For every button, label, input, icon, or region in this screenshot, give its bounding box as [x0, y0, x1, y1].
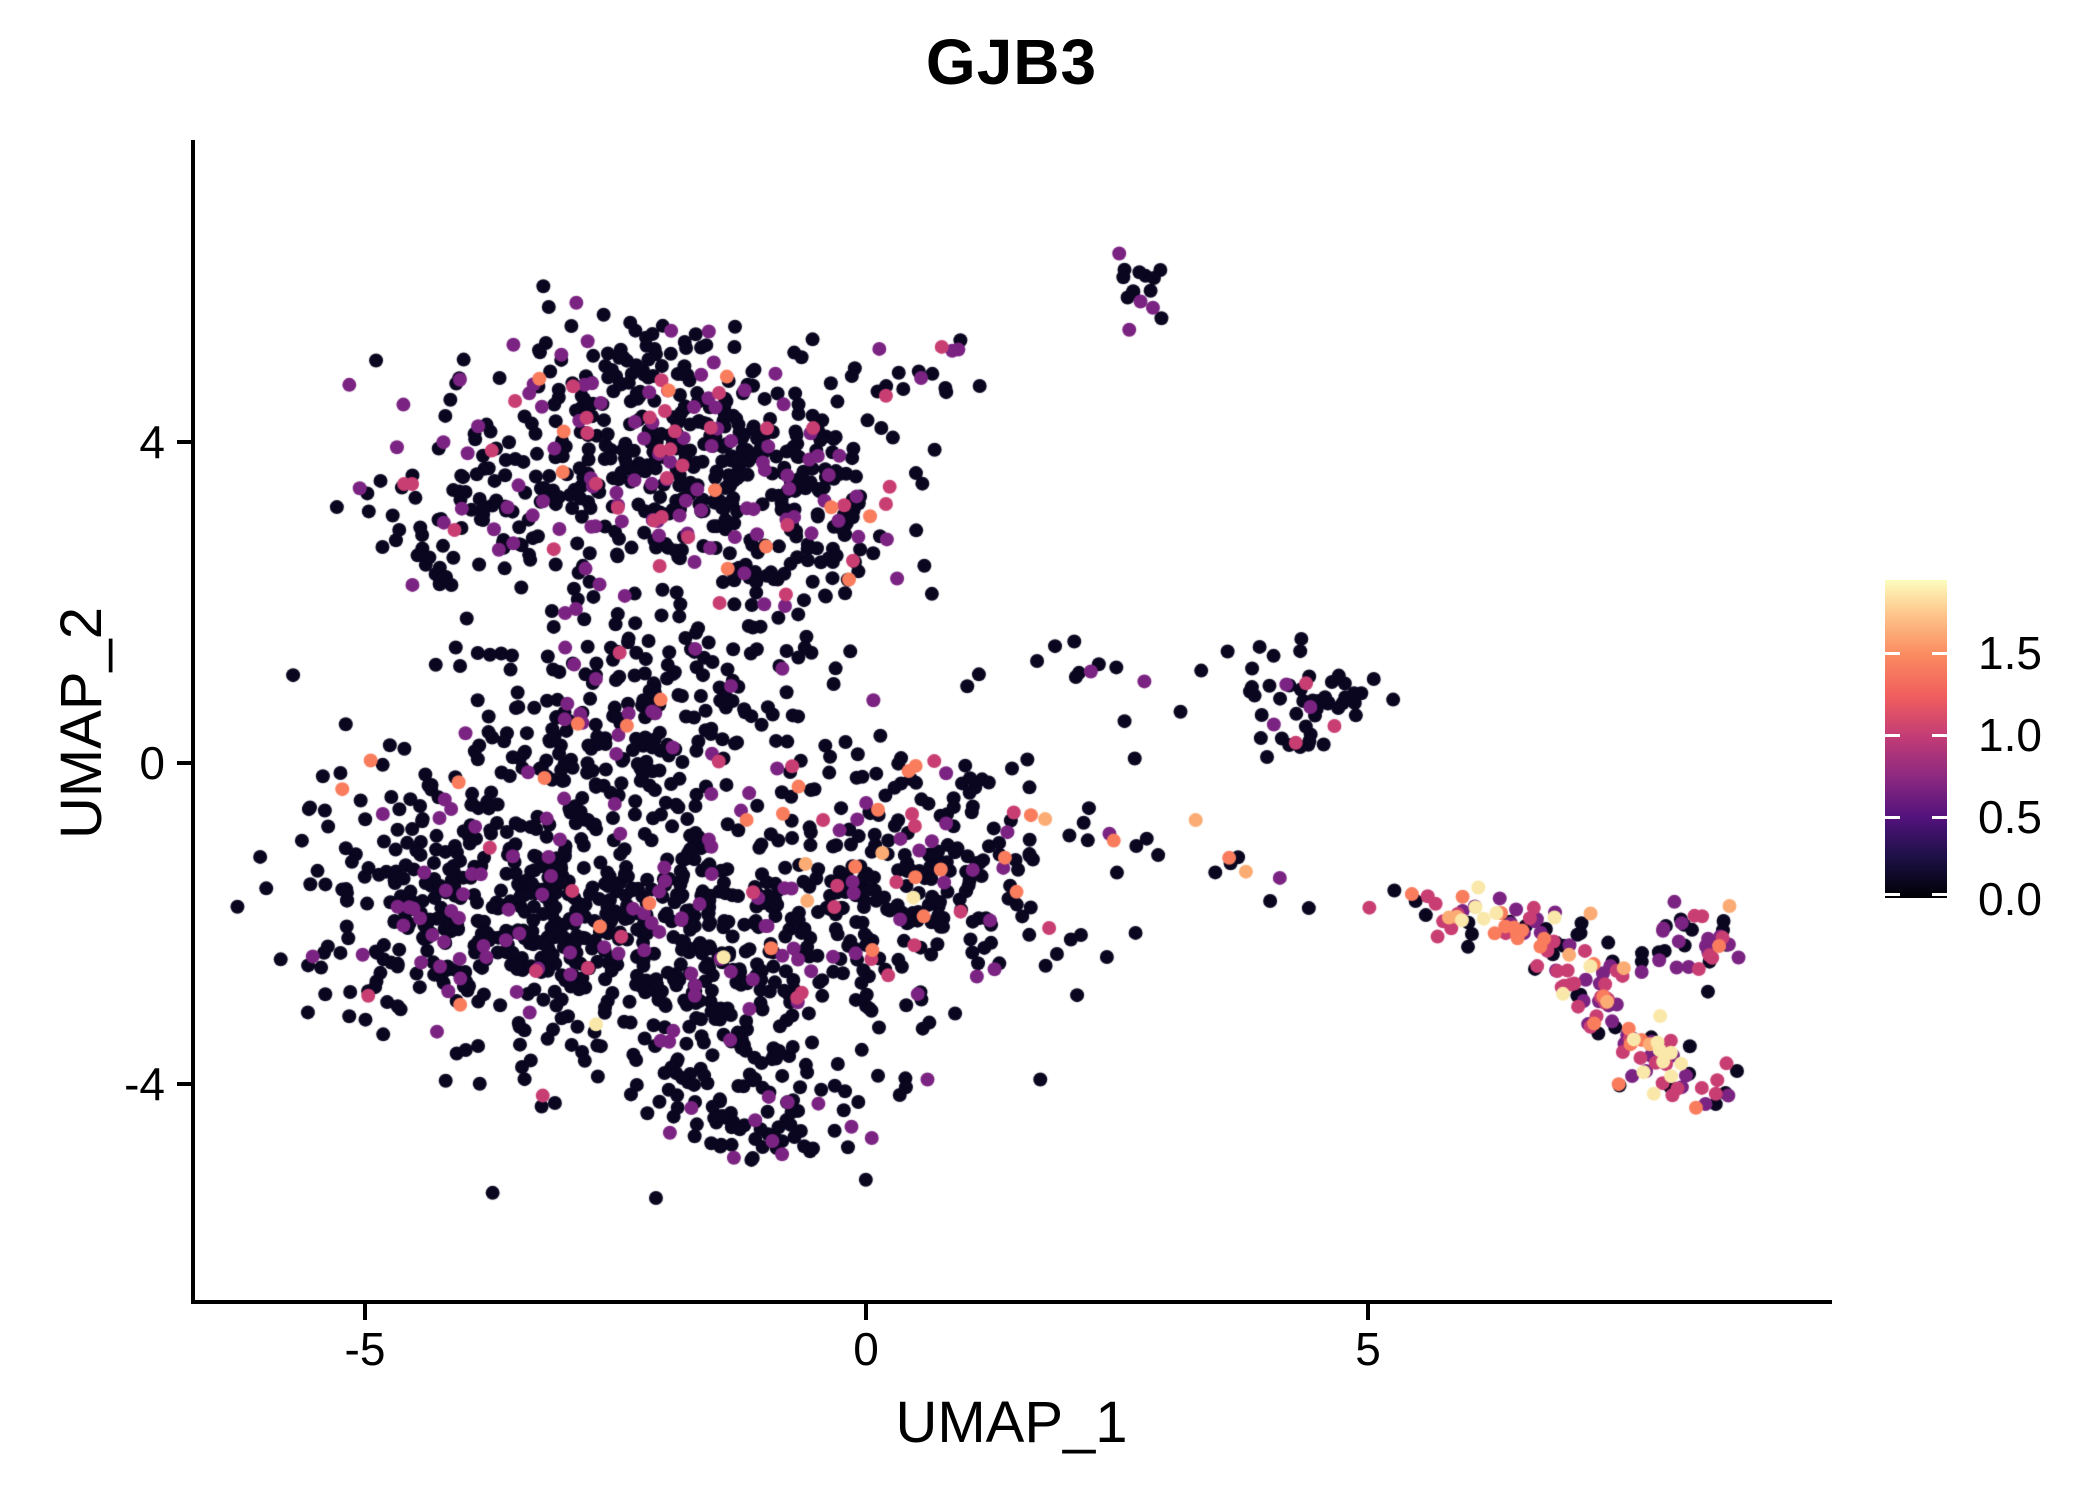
y-tick-label-4: 4	[139, 416, 165, 468]
x-tick-neg5	[363, 1304, 367, 1320]
legend-label-1.0: 1.0	[1978, 709, 2042, 761]
legend-label-1.5: 1.5	[1978, 627, 2042, 679]
colorbar	[1885, 580, 1947, 898]
colorbar-tick-0.5-left	[1885, 816, 1900, 819]
y-tick-label-neg4: -4	[124, 1058, 165, 1110]
x-axis-title: UMAP_1	[895, 1390, 1128, 1455]
y-axis-line	[191, 140, 195, 1304]
colorbar-tick-1.5-right	[1932, 652, 1947, 655]
y-axis-title: UMAP_2	[49, 606, 114, 840]
colorbar-tick-1.5-left	[1885, 652, 1900, 655]
x-tick-label-neg5: -5	[344, 1323, 386, 1375]
x-axis-line	[191, 1300, 1832, 1304]
x-tick-label-0: 0	[853, 1323, 879, 1375]
y-tick-4	[177, 440, 193, 444]
colorbar-tick-0.0-right	[1932, 893, 1947, 896]
x-tick-5	[1366, 1304, 1370, 1320]
colorbar-tick-1.0-left	[1885, 734, 1900, 737]
x-tick-label-5: 5	[1355, 1323, 1381, 1375]
plot-title: GJB3	[925, 26, 1098, 98]
y-tick-label-0: 0	[139, 737, 165, 789]
y-tick-0	[177, 761, 193, 765]
colorbar-gradient	[1885, 580, 1947, 898]
y-tick-neg4	[177, 1082, 193, 1086]
colorbar-tick-0.5-right	[1932, 816, 1947, 819]
colorbar-tick-1.0-right	[1932, 734, 1947, 737]
colorbar-tick-0.0-left	[1885, 893, 1900, 896]
x-tick-0	[864, 1304, 868, 1320]
legend-label-0.0: 0.0	[1978, 873, 2042, 925]
legend-label-0.5: 0.5	[1978, 791, 2042, 843]
